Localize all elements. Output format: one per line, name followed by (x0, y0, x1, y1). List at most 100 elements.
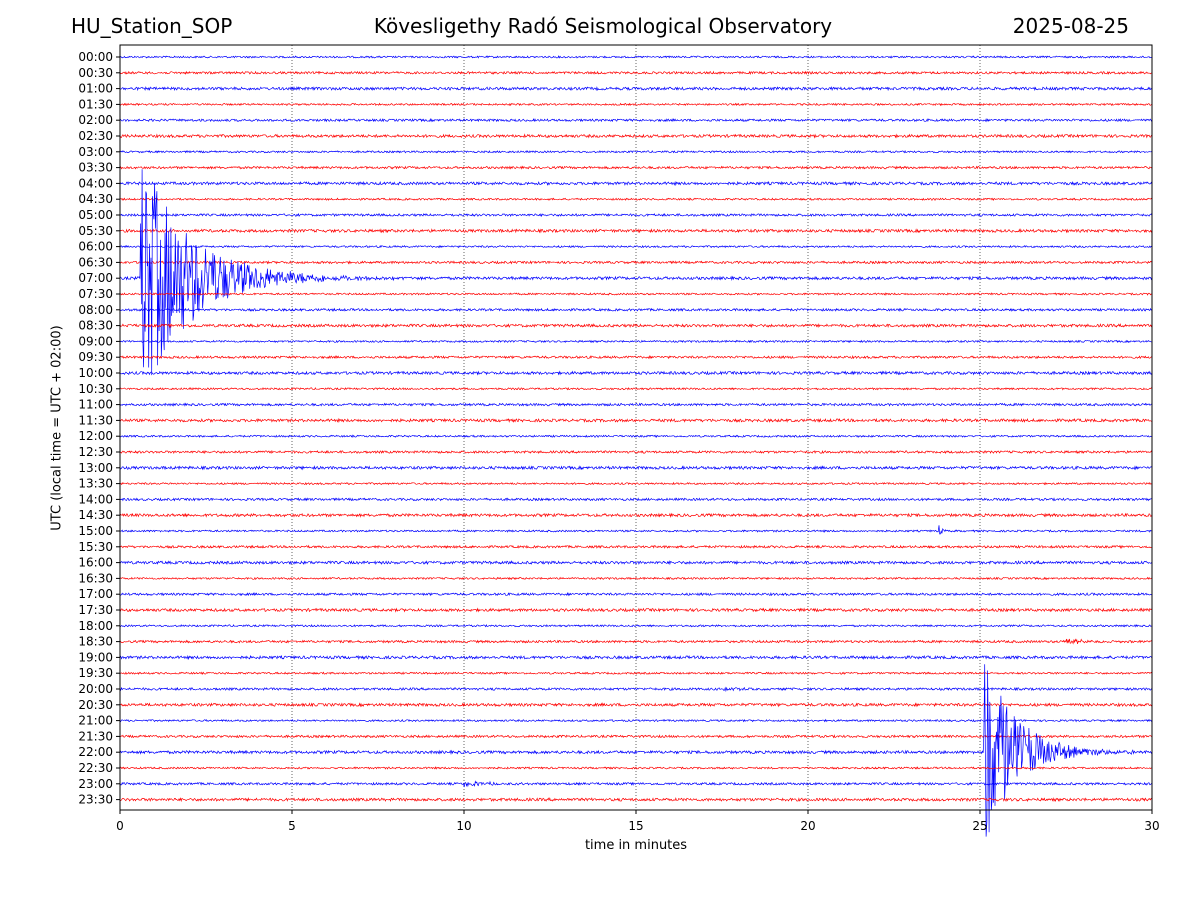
y-tick-label: 14:00 (78, 492, 113, 506)
trace-row (119, 591, 1153, 597)
y-tick-label: 07:00 (78, 271, 113, 285)
trace-row (119, 702, 1153, 708)
y-tick-label: 00:30 (78, 66, 113, 80)
y-tick-label: 03:30 (78, 161, 113, 175)
trace-row (119, 260, 1153, 265)
trace-row (119, 307, 1153, 313)
x-tick-label: 20 (800, 819, 815, 833)
trace-row (119, 576, 1153, 581)
y-tick-label: 22:30 (78, 761, 113, 775)
trace-row (119, 387, 1153, 391)
y-tick-label: 14:30 (78, 508, 113, 522)
trace-row (119, 481, 1153, 486)
y-axis-label: UTC (local time = UTC + 02:00) (49, 325, 65, 531)
trace-row (119, 671, 1153, 675)
trace-row (119, 323, 1153, 329)
trace-row (119, 133, 1153, 139)
trace-row (119, 197, 1153, 202)
y-tick-label: 04:00 (78, 176, 113, 190)
trace-row (119, 560, 1153, 566)
y-tick-label: 20:00 (78, 682, 113, 696)
y-tick-label: 16:30 (78, 571, 113, 585)
y-tick-label: 17:30 (78, 603, 113, 617)
trace-row (119, 55, 1152, 59)
x-tick-label: 15 (628, 819, 643, 833)
trace-row (119, 402, 1153, 407)
observatory-title: Kövesligethy Radó Seismological Observat… (373, 14, 833, 38)
y-tick-label: 16:00 (78, 556, 113, 570)
x-tick-label: 10 (456, 819, 471, 833)
trace-row (119, 150, 1153, 154)
trace-row (119, 780, 1153, 788)
y-tick-label: 08:00 (78, 303, 113, 317)
y-tick-label: 10:00 (78, 366, 113, 380)
y-tick-label: 05:30 (78, 224, 113, 238)
y-tick-label: 05:00 (78, 208, 113, 222)
trace-row (119, 465, 1153, 471)
y-tick-label: 11:30 (78, 413, 113, 427)
trace-row (119, 434, 1153, 438)
y-tick-label: 04:30 (78, 192, 113, 206)
y-tick-label: 21:30 (78, 729, 113, 743)
trace-row (119, 417, 1153, 424)
trace-row (119, 70, 1153, 75)
y-tick-label: 00:00 (78, 50, 113, 64)
station-label: HU_Station_SOP (71, 14, 233, 38)
y-tick-label: 12:00 (78, 429, 113, 443)
y-tick-label: 02:30 (78, 129, 113, 143)
trace-row (119, 638, 1153, 645)
trace-row (119, 766, 1153, 770)
y-tick-label: 15:30 (78, 540, 113, 554)
seismic-traces (119, 55, 1153, 837)
y-tick-label: 07:30 (78, 287, 113, 301)
x-axis-label: time in minutes (584, 838, 688, 853)
y-tick-label: 18:00 (78, 619, 113, 633)
trace-row (119, 118, 1153, 123)
y-tick-label: 22:00 (78, 745, 113, 759)
trace-row (119, 512, 1153, 518)
y-tick-label: 03:00 (78, 145, 113, 159)
y-tick-label: 13:30 (78, 477, 113, 491)
trace-row (119, 212, 1153, 218)
y-tick-label: 06:00 (78, 240, 113, 254)
trace-row (119, 355, 1153, 360)
grid-lines (291, 45, 981, 810)
y-tick-label: 06:30 (78, 255, 113, 269)
y-tick-label: 01:00 (78, 82, 113, 96)
y-tick-label: 01:30 (78, 97, 113, 111)
trace-row (119, 86, 1153, 92)
x-axis: 0 5 10 15 20 25 30 (116, 810, 1160, 833)
trace-row (119, 686, 1153, 693)
y-tick-label: 13:00 (78, 461, 113, 475)
trace-row (119, 607, 1153, 613)
trace-row (119, 228, 1153, 234)
y-tick-label: 10:30 (78, 382, 113, 396)
trace-row (119, 339, 1153, 344)
x-tick-label: 0 (116, 819, 124, 833)
y-tick-label: 19:30 (78, 666, 113, 680)
y-tick-label: 08:30 (78, 319, 113, 333)
trace-row (119, 544, 1153, 549)
trace-row (119, 370, 1153, 376)
trace-row (119, 449, 1153, 455)
trace-row (119, 102, 1153, 107)
trace-row (119, 734, 1153, 739)
trace-row (119, 664, 1153, 837)
y-tick-label: 20:30 (78, 698, 113, 712)
trace-row (119, 718, 1153, 723)
trace-row (119, 292, 1153, 296)
trace-row (119, 525, 1153, 535)
y-tick-label: 09:30 (78, 350, 113, 364)
trace-row (119, 180, 1153, 187)
y-tick-label: 09:00 (78, 334, 113, 348)
y-tick-label: 15:00 (78, 524, 113, 538)
x-tick-label: 5 (288, 819, 296, 833)
y-tick-label: 02:00 (78, 113, 113, 127)
trace-row (119, 497, 1153, 502)
date-label: 2025-08-25 (1012, 14, 1129, 38)
y-tick-label: 23:00 (78, 777, 113, 791)
trace-row (119, 624, 1153, 628)
trace-row (119, 654, 1153, 661)
trace-row (119, 244, 1153, 249)
